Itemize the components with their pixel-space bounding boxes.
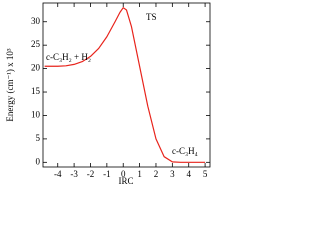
x-tick-label: -1: [103, 169, 111, 179]
x-tick-label: -3: [70, 169, 78, 179]
x-tick-label: 3: [170, 169, 175, 179]
y-tick-label: 5: [36, 133, 41, 143]
y-tick-label: 30: [31, 16, 41, 26]
x-tick-label: 1: [137, 169, 142, 179]
data-line: [44, 7, 206, 163]
annotation: TS: [146, 12, 157, 22]
y-tick-label: 15: [31, 86, 41, 96]
x-tick-label: 4: [186, 169, 191, 179]
plot-frame: [42, 2, 211, 168]
x-axis-label: IRC: [118, 176, 133, 186]
y-tick-label: 0: [36, 156, 41, 166]
y-tick-label: 10: [31, 110, 41, 120]
x-tick-label: -4: [54, 169, 62, 179]
x-tick-label: 0: [121, 169, 126, 179]
y-axis-label: Energy (cm⁻¹) x 10³: [5, 48, 15, 122]
page: IRC Energy (cm⁻¹) x 10³ 0 5 10 15 20 25 30 -4 -3…: [5, 2, 211, 187]
x-tick-label: -2: [87, 169, 95, 179]
x-tick-label: 5: [203, 169, 208, 179]
annotation: c-C₃H₄: [172, 146, 198, 156]
annotation: c-C₃H₂ + H₂: [46, 52, 91, 62]
y-tick-label: 25: [31, 39, 41, 49]
x-tick-label: 2: [154, 169, 159, 179]
y-tick-label: 20: [31, 63, 41, 73]
